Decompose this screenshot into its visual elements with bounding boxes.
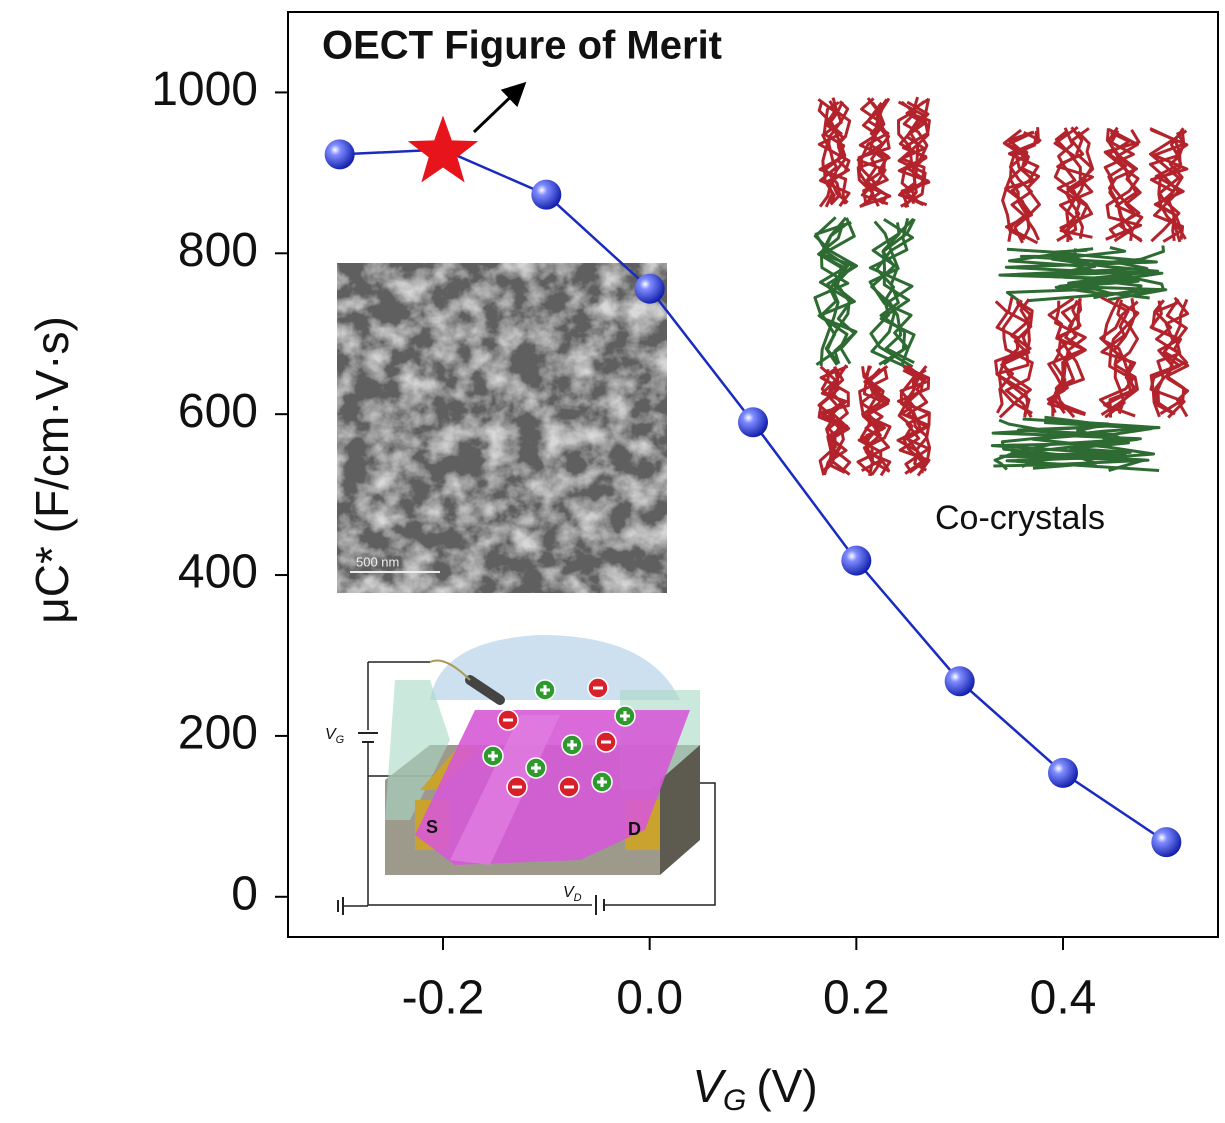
device-schematic: S D VG VD <box>325 635 715 915</box>
scale-bar-label: 500 nm <box>356 554 399 569</box>
x-label-unit: (V) <box>756 1060 817 1112</box>
drain-voltage-label: VD <box>563 884 582 904</box>
y-tick-label: 600 <box>178 385 258 438</box>
gate-voltage-label: VG <box>325 726 345 746</box>
crystal-label: Co-crystals <box>935 499 1105 537</box>
x-tick-label: 0.0 <box>616 972 683 1025</box>
point-marker <box>841 546 871 576</box>
drain-subscript: D <box>574 892 582 904</box>
sem-inset: 500 nm <box>337 263 667 593</box>
y-tick-label: 0 <box>231 867 258 920</box>
chart: 500 nm Co-crystals S D VG VD OECT Figure… <box>0 0 1225 1123</box>
y-tick-label: 800 <box>178 224 258 277</box>
annotation-arrow <box>474 86 522 132</box>
point-marker <box>945 666 975 696</box>
point-marker <box>1048 758 1078 788</box>
gate-subscript: G <box>336 734 345 746</box>
x-axis-label: VG(V) <box>692 1060 817 1117</box>
star-marker <box>408 116 478 183</box>
point-marker <box>325 139 355 169</box>
y-tick-label: 400 <box>178 546 258 599</box>
x-label-subscript: G <box>723 1084 746 1117</box>
y-tick-label: 1000 <box>151 63 258 116</box>
annotation: OECT Figure of Merit <box>322 24 722 68</box>
x-tick-label: -0.2 <box>402 972 485 1025</box>
y-tick-label: 200 <box>178 707 258 760</box>
crystal-inset <box>815 97 1188 476</box>
y-axis-label: μC* (F/cm·V·s) <box>26 316 78 624</box>
point-marker <box>738 407 768 437</box>
source-label: S <box>426 817 438 837</box>
point-marker <box>531 180 561 210</box>
x-tick-label: 0.4 <box>1030 972 1097 1025</box>
point-marker <box>635 274 665 304</box>
x-tick-label: 0.2 <box>823 972 890 1025</box>
point-marker <box>1151 827 1181 857</box>
drain-label: D <box>628 819 641 839</box>
